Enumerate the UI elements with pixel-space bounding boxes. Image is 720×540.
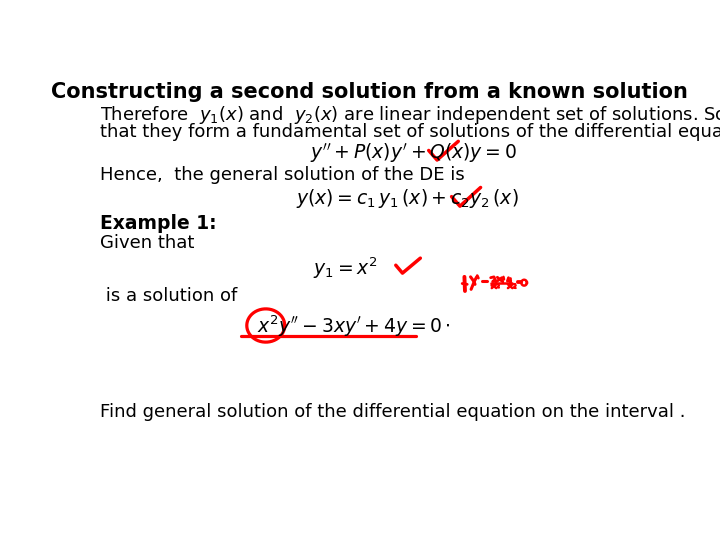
Text: Find general solution of the differential equation on the interval .: Find general solution of the differentia…	[100, 403, 685, 421]
Text: Constructing a second solution from a known solution: Constructing a second solution from a kn…	[50, 82, 688, 102]
Text: $y_1 = x^2$: $y_1 = x^2$	[313, 256, 378, 281]
Text: Example 1:: Example 1:	[100, 214, 217, 233]
Text: $y(x)= c_1\, y_1\,(x)+c_2 y_2\,(x)$: $y(x)= c_1\, y_1\,(x)+c_2 y_2\,(x)$	[297, 187, 519, 210]
Text: is a solution of: is a solution of	[100, 287, 238, 305]
Text: that they form a fundamental set of solutions of the differential equation: that they form a fundamental set of solu…	[100, 123, 720, 141]
Text: Therefore  $y_1(x)$ and  $y_2(x)$ are linear independent set of solutions. So: Therefore $y_1(x)$ and $y_2(x)$ are line…	[100, 104, 720, 126]
Text: Given that: Given that	[100, 234, 194, 252]
Text: $y'' + P(x)y' + Q(x)y = 0$: $y'' + P(x)y' + Q(x)y = 0$	[310, 141, 517, 165]
Text: $x^2 y'' - 3xy' + 4y = 0\cdot$: $x^2 y'' - 3xy' + 4y = 0\cdot$	[258, 313, 451, 339]
Text: Hence,  the general solution of the DE is: Hence, the general solution of the DE is	[100, 166, 465, 184]
